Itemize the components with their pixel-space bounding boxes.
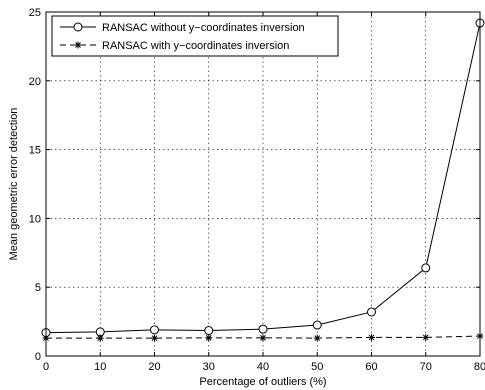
data-point — [151, 334, 158, 342]
y-tick-label: 15 — [29, 145, 41, 157]
data-point — [368, 333, 375, 341]
data-point — [96, 334, 104, 342]
asterisk-stroke — [368, 334, 375, 341]
asterisk-stroke — [97, 335, 104, 341]
data-point — [204, 326, 214, 336]
plot-frame — [45, 11, 481, 357]
data-point — [312, 320, 322, 330]
data-point — [205, 334, 213, 342]
legend: RANSAC without y−coordinates inversion RA… — [51, 15, 339, 57]
data-point — [258, 324, 268, 334]
y-tick-label: 25 — [29, 7, 41, 19]
series-line — [46, 335, 481, 339]
legend-entry-1: RANSAC with y−coordinates inversion — [60, 40, 289, 52]
y-tick-label: 0 — [35, 351, 41, 363]
data-point — [313, 334, 321, 342]
data-point — [259, 334, 267, 342]
data-point — [422, 333, 430, 341]
x-tick-label: 20 — [148, 361, 160, 373]
legend-label: RANSAC with y−coordinates inversion — [102, 40, 289, 52]
legend-label: RANSAC without y−coordinates inversion — [102, 22, 305, 34]
asterisk-stroke — [151, 335, 158, 341]
asterisk-stroke — [314, 335, 321, 341]
data-point — [73, 22, 83, 32]
axis-ticks: 0 10 20 30 40 50 60 70 80 0 5 10 15 20 25 — [29, 7, 485, 373]
data-point — [421, 263, 431, 273]
x-tick-label: 30 — [203, 361, 215, 373]
legend-entry-0: RANSAC without y−coordinates inversion — [60, 22, 305, 34]
y-axis-title: Mean geometric error detection — [8, 108, 20, 261]
x-tick-label: 0 — [43, 361, 49, 373]
x-tick-label: 50 — [311, 361, 323, 373]
data-point — [150, 325, 159, 335]
x-tick-label: 80 — [474, 361, 485, 373]
x-axis-title: Percentage of outliers (%) — [199, 376, 326, 388]
y-tick-label: 5 — [35, 282, 41, 294]
x-tick-label: 10 — [94, 361, 106, 373]
asterisk-stroke — [75, 42, 81, 48]
x-tick-label: 70 — [420, 361, 432, 373]
series-0 — [41, 18, 485, 338]
asterisk-stroke — [205, 334, 212, 341]
y-tick-label: 10 — [29, 213, 41, 225]
y-tick-label: 20 — [29, 76, 41, 88]
x-tick-label: 40 — [257, 361, 269, 373]
grid — [46, 12, 480, 356]
legend-box — [51, 15, 339, 57]
data-point — [367, 307, 376, 317]
data-point — [74, 41, 82, 49]
x-tick-label: 60 — [365, 361, 377, 373]
asterisk-stroke — [260, 334, 266, 341]
asterisk-stroke — [422, 334, 429, 341]
